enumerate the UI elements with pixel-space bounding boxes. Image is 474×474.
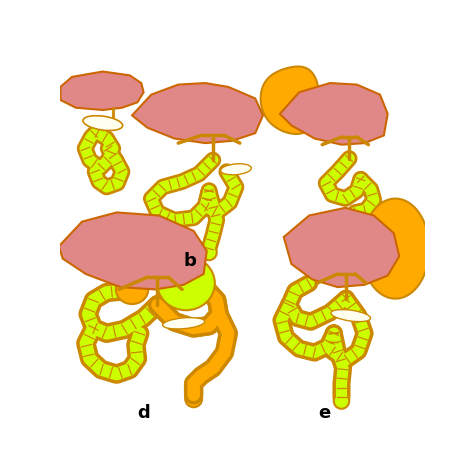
- Ellipse shape: [157, 256, 215, 310]
- Polygon shape: [284, 208, 399, 287]
- Ellipse shape: [185, 390, 202, 407]
- Polygon shape: [59, 212, 207, 290]
- Ellipse shape: [331, 310, 371, 322]
- Ellipse shape: [334, 393, 349, 409]
- Ellipse shape: [163, 318, 205, 329]
- Polygon shape: [61, 72, 144, 110]
- Polygon shape: [280, 83, 388, 145]
- Ellipse shape: [116, 275, 148, 304]
- Polygon shape: [362, 199, 429, 299]
- Ellipse shape: [201, 245, 217, 260]
- Text: e: e: [319, 404, 331, 422]
- Text: d: d: [137, 404, 150, 422]
- Ellipse shape: [220, 164, 251, 175]
- Polygon shape: [261, 66, 319, 134]
- Ellipse shape: [83, 116, 123, 130]
- Polygon shape: [132, 83, 263, 143]
- Text: b: b: [183, 252, 196, 270]
